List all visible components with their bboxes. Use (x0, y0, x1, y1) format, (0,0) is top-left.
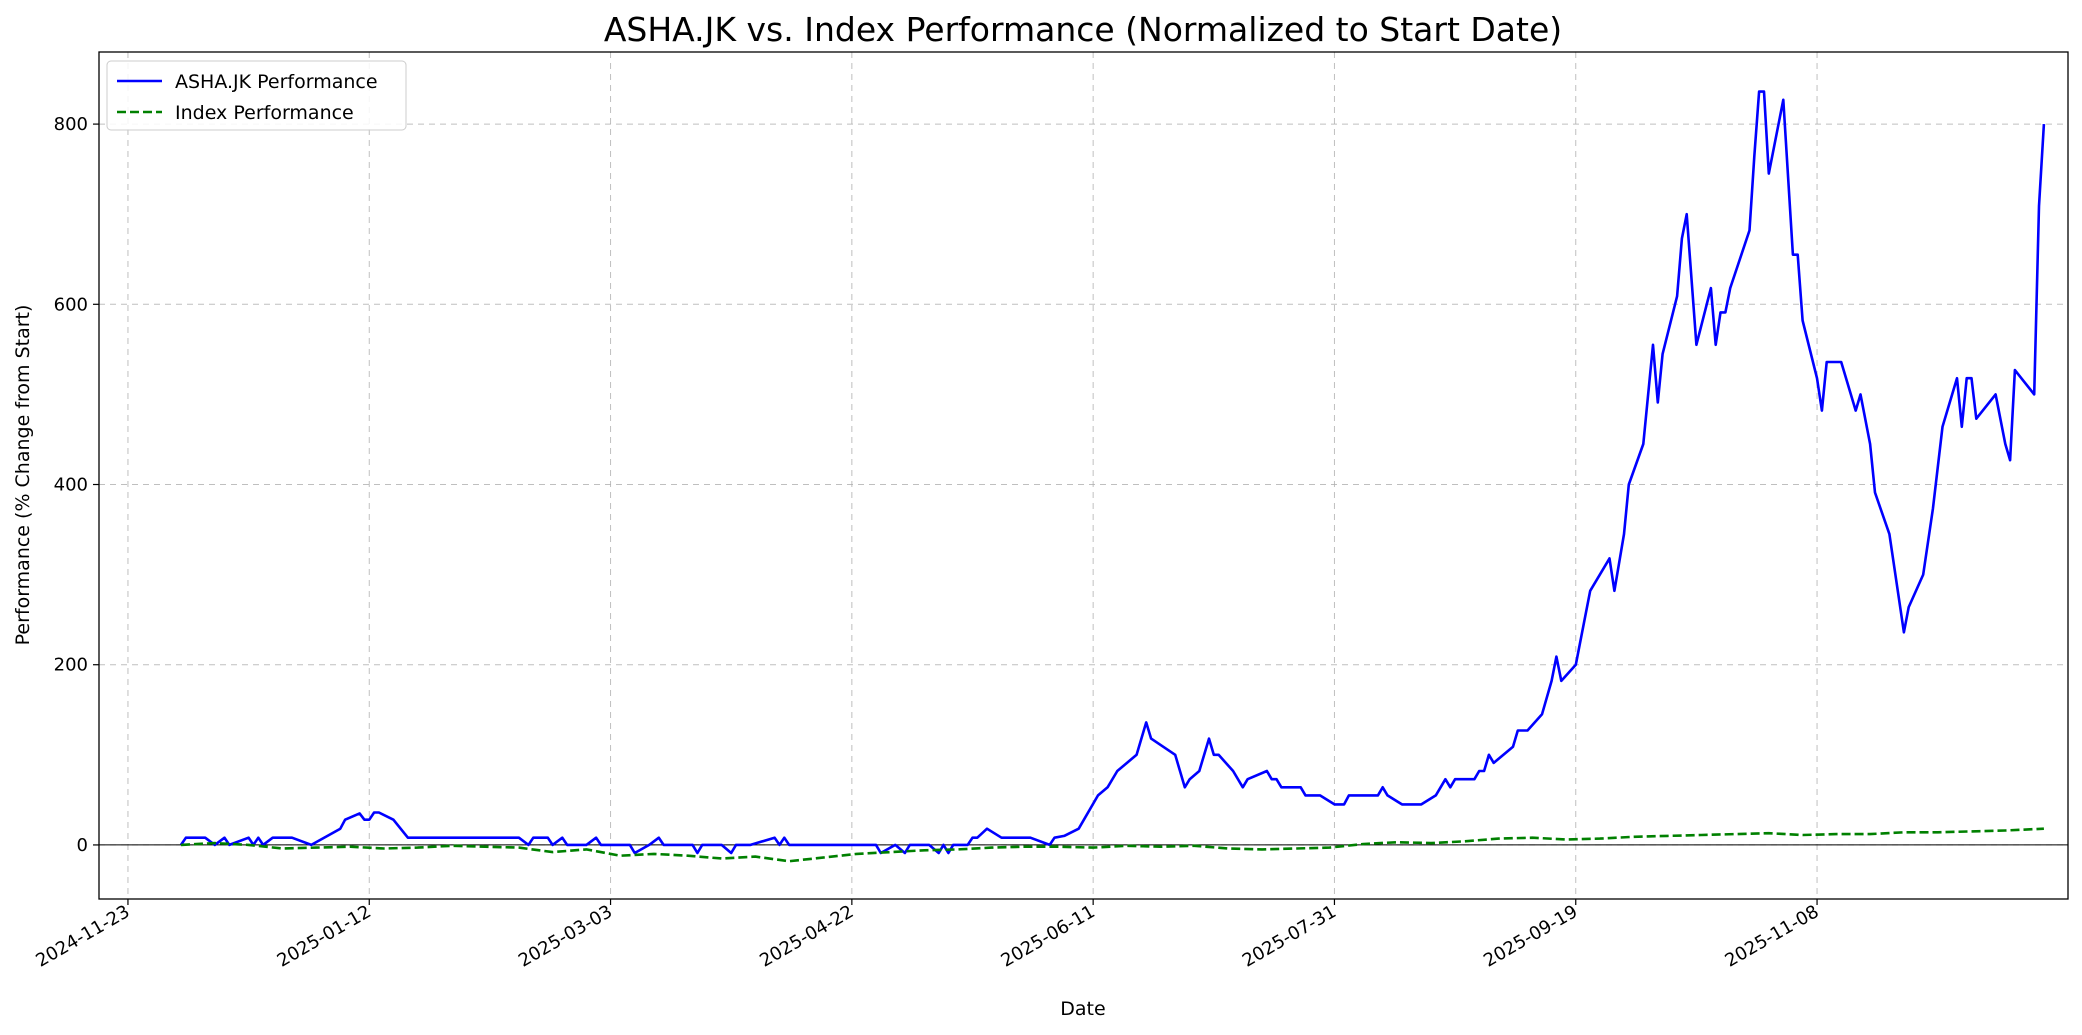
x-tick-label: 2025-03-03 (515, 901, 616, 971)
x-tick-label: 2024-11-23 (32, 901, 133, 971)
x-tick-label: 2025-07-31 (1239, 901, 1340, 971)
legend-entry-label: ASHA.JK Performance (175, 71, 378, 93)
y-tick-label: 200 (54, 655, 88, 676)
x-axis-label: Date (1060, 998, 1105, 1020)
series-line-1 (180, 827, 2044, 863)
x-tick-label: 2025-04-22 (756, 901, 857, 971)
series-lines (179, 90, 2046, 863)
x-tick-label: 2025-11-08 (1721, 901, 1822, 971)
series-line-0 (179, 90, 2046, 855)
legend-box (106, 60, 407, 131)
legend-entry-label: Index Performance (175, 102, 354, 124)
y-tick-label: 400 (54, 475, 88, 496)
y-tick-label: 0 (77, 835, 88, 856)
chart-title: ASHA.JK vs. Index Performance (Normalize… (604, 10, 1562, 49)
x-tick-label: 2025-06-11 (998, 901, 1099, 971)
legend: ASHA.JK Performance Index Performance (106, 60, 407, 131)
plot-frame (98, 51, 2069, 900)
y-axis-ticks: 0 200 400 600 800 (54, 114, 99, 856)
x-tick-label: 2025-09-19 (1480, 901, 1581, 971)
grid-lines (99, 52, 2068, 899)
x-axis-ticks: 2024-11-23 2025-01-12 2025-03-03 2025-04-22… (32, 899, 1823, 972)
y-axis-label: Performance (% Change from Start) (12, 305, 34, 646)
y-tick-label: 800 (54, 114, 88, 135)
x-tick-label: 2025-01-12 (274, 901, 375, 971)
y-tick-label: 600 (54, 294, 88, 315)
